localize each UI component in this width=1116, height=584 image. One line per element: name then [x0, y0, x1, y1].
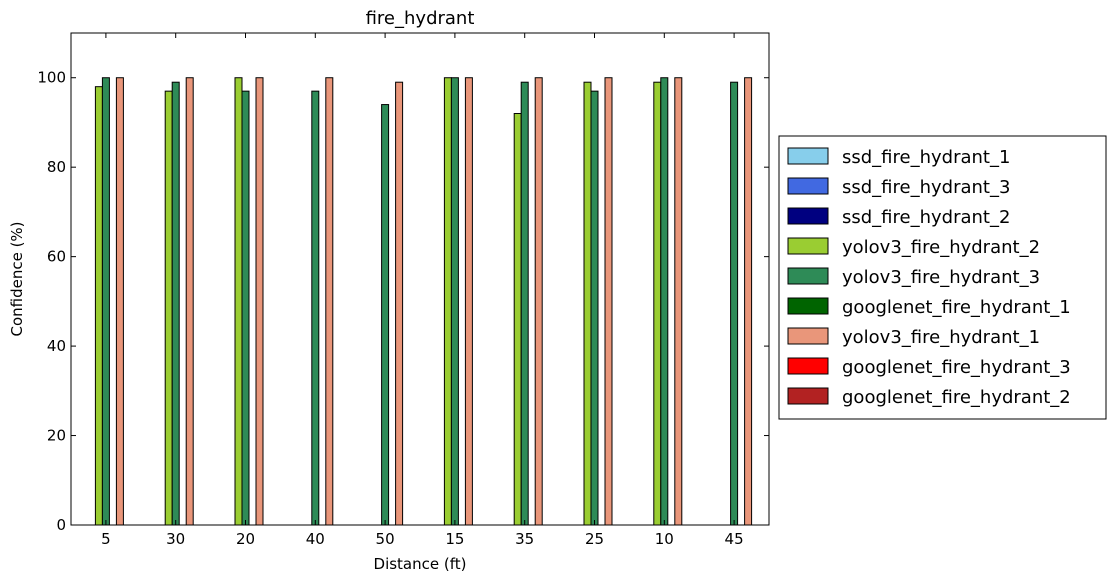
chart-title: fire_hydrant: [366, 8, 475, 29]
x-tick-label: 25: [585, 530, 604, 548]
bars: [94, 77, 753, 526]
x-tick-label: 40: [306, 530, 325, 548]
bar-yolov3_fire_hydrant_1-25: [604, 77, 613, 526]
x-tick-label: 5: [101, 530, 111, 548]
legend-label-ssd_fire_hydrant_3: ssd_fire_hydrant_3: [842, 177, 1010, 198]
y-axis-label: Confidence (%): [8, 221, 26, 336]
plot-frame: [70, 32, 770, 526]
bar-yolov3_fire_hydrant_1-10: [674, 77, 683, 526]
bar-yolov3_fire_hydrant_2-25: [583, 81, 592, 526]
bar-yolov3_fire_hydrant_3-40: [311, 90, 320, 526]
legend-swatch-yolov3_fire_hydrant_3: [787, 267, 829, 285]
legend-frame: [778, 135, 1107, 420]
bar-yolov3_fire_hydrant_1-15: [464, 77, 473, 526]
legend-swatch-ssd_fire_hydrant_3: [787, 177, 829, 195]
bar-yolov3_fire_hydrant_2-10: [653, 81, 662, 526]
x-tick-label: 45: [725, 530, 744, 548]
bar-yolov3_fire_hydrant_3-15: [450, 77, 459, 526]
legend-label-googlenet_fire_hydrant_1: googlenet_fire_hydrant_1: [842, 297, 1071, 318]
y-tick-label: 0: [56, 516, 66, 534]
bar-yolov3_fire_hydrant_2-15: [443, 77, 452, 526]
legend-swatch-yolov3_fire_hydrant_2: [787, 237, 829, 255]
legend-swatch-googlenet_fire_hydrant_2: [787, 387, 829, 405]
bar-yolov3_fire_hydrant_1-35: [534, 77, 543, 526]
bar-yolov3_fire_hydrant_3-50: [381, 104, 390, 526]
bar-yolov3_fire_hydrant_1-20: [255, 77, 264, 526]
y-tick-label: 60: [47, 248, 66, 266]
bar-yolov3_fire_hydrant_1-30: [185, 77, 194, 526]
bar-yolov3_fire_hydrant_2-30: [164, 90, 173, 526]
x-tick-label: 35: [515, 530, 534, 548]
legend-swatch-googlenet_fire_hydrant_3: [787, 357, 829, 375]
y-tick-label: 40: [47, 337, 66, 355]
bar-yolov3_fire_hydrant_3-45: [730, 81, 739, 526]
bar-yolov3_fire_hydrant_3-25: [590, 90, 599, 526]
legend-label-ssd_fire_hydrant_2: ssd_fire_hydrant_2: [842, 207, 1010, 228]
y-tick-label: 80: [47, 158, 66, 176]
bar-yolov3_fire_hydrant_1-5: [115, 77, 124, 526]
legend: ssd_fire_hydrant_1 ssd_fire_hydrant_3 ssd_…: [778, 135, 1107, 420]
bar-yolov3_fire_hydrant_3-10: [660, 77, 669, 526]
legend-label-yolov3_fire_hydrant_2: yolov3_fire_hydrant_2: [842, 237, 1040, 258]
y-tick-label: 20: [47, 427, 66, 445]
legend-swatch-yolov3_fire_hydrant_1: [787, 327, 829, 345]
x-tick-label: 20: [236, 530, 255, 548]
legend-swatch-ssd_fire_hydrant_1: [787, 147, 829, 165]
x-tick-label: 10: [655, 530, 674, 548]
bar-yolov3_fire_hydrant_3-20: [241, 90, 250, 526]
legend-label-ssd_fire_hydrant_1: ssd_fire_hydrant_1: [842, 147, 1010, 168]
x-axis: 5 30 20 40 50 15 35 25 10 45: [101, 33, 744, 548]
bar-yolov3_fire_hydrant_3-35: [520, 81, 529, 526]
legend-label-yolov3_fire_hydrant_3: yolov3_fire_hydrant_3: [842, 267, 1040, 288]
x-tick-label: 50: [376, 530, 395, 548]
bar-yolov3_fire_hydrant_1-40: [325, 77, 334, 526]
bar-yolov3_fire_hydrant_2-35: [513, 113, 522, 526]
x-tick-label: 15: [445, 530, 464, 548]
bar-yolov3_fire_hydrant_3-5: [101, 77, 110, 526]
legend-swatch-googlenet_fire_hydrant_1: [787, 297, 829, 315]
legend-swatch-ssd_fire_hydrant_2: [787, 207, 829, 225]
bar-yolov3_fire_hydrant_1-50: [395, 81, 404, 526]
legend-label-googlenet_fire_hydrant_3: googlenet_fire_hydrant_3: [842, 357, 1071, 378]
bar-yolov3_fire_hydrant_2-5: [94, 86, 103, 526]
y-tick-label: 100: [37, 69, 66, 87]
bar-yolov3_fire_hydrant_1-45: [744, 77, 753, 526]
x-axis-label: Distance (ft): [374, 555, 467, 573]
legend-label-yolov3_fire_hydrant_1: yolov3_fire_hydrant_1: [842, 327, 1040, 348]
y-axis: 0 20 40 60 80 100: [37, 69, 769, 534]
bar-yolov3_fire_hydrant_3-30: [171, 81, 180, 526]
x-tick-label: 30: [166, 530, 185, 548]
legend-label-googlenet_fire_hydrant_2: googlenet_fire_hydrant_2: [842, 387, 1071, 408]
bar-yolov3_fire_hydrant_2-20: [234, 77, 243, 526]
